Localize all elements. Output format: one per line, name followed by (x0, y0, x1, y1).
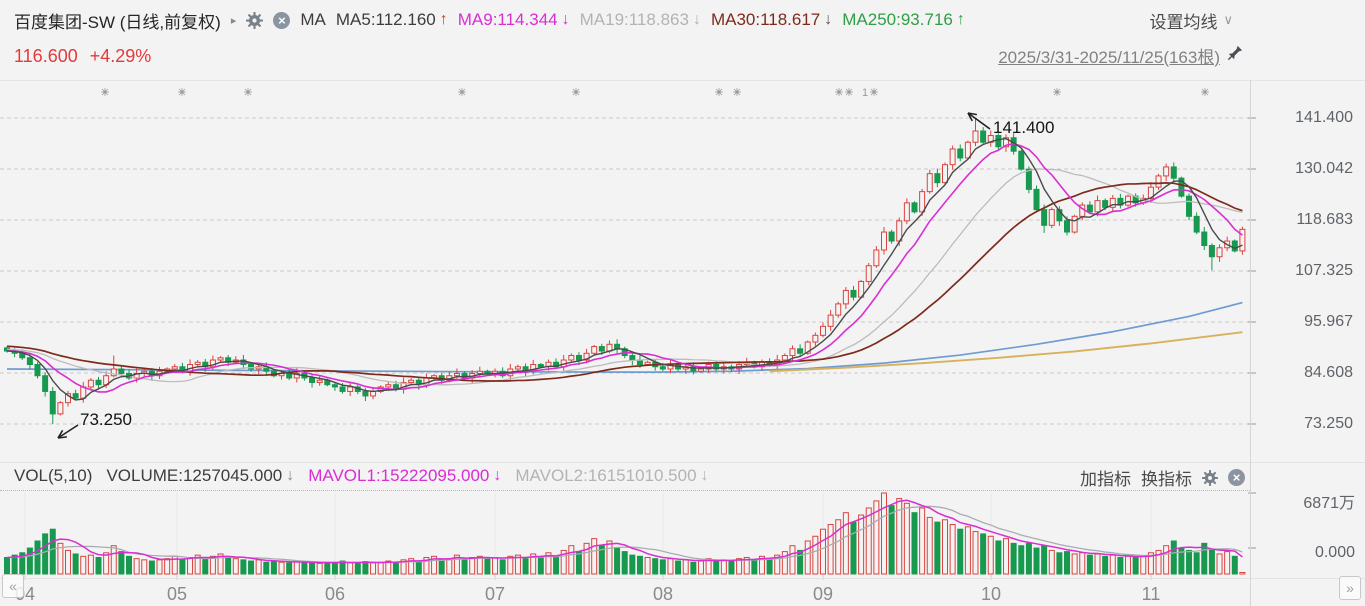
y-axis-label: 84.608 (1304, 364, 1353, 381)
x-axis-month-label: 06 (324, 584, 346, 604)
symbol-title[interactable]: 百度集团-SW (日线,前复权) (14, 12, 221, 32)
vol-axis-max-label: 6871万 (1303, 495, 1355, 512)
y-axis-label: 95.967 (1304, 313, 1353, 330)
mavol1-value: MAVOL1:15222095.000 (308, 466, 490, 485)
ma9-value: MA9:114.344 (457, 10, 558, 29)
last-price: 116.600 (14, 46, 78, 66)
header-divider (0, 80, 1365, 81)
x-axis-month-label: 11 (1141, 584, 1161, 604)
mavol2-trend-arrow-icon: ↓ (700, 467, 709, 484)
ma19-trend-arrow-icon: ↓ (692, 11, 701, 28)
ma5-value: MA5:112.160 (335, 10, 436, 29)
y-axis-label: 130.042 (1295, 160, 1353, 177)
pane-divider (0, 462, 1365, 463)
scroll-right-button[interactable]: » (1339, 576, 1361, 600)
vol-indicator-label: VOL(5,10) (14, 466, 93, 485)
price-line: 116.600 +4.29% (14, 46, 151, 67)
mavol1-trend-arrow-icon: ↓ (493, 467, 502, 484)
mavol2-legend: MAVOL2:16151010.500 ↓ (515, 466, 708, 486)
title-caret-icon[interactable]: ▸ (230, 14, 237, 27)
date-range-row: 2025/3/31-2025/11/25(163根) (998, 43, 1243, 68)
volume-header: VOL(5,10) VOLUME:1257045.000 ↓ MAVOL1:15… (14, 466, 709, 486)
set-ma-lines-label: 设置均线 (1149, 12, 1218, 32)
axis-divider (0, 578, 1365, 579)
ma-prefix-label: MA (300, 10, 326, 29)
mavol1-legend: MAVOL1:15222095.000 ↓ (308, 466, 501, 486)
date-range-link[interactable]: 2025/3/31-2025/11/25(163根) (998, 48, 1220, 67)
y-axis-label: 141.400 (1295, 109, 1353, 126)
set-ma-lines-button[interactable]: 设置均线 ∨ (1149, 8, 1233, 33)
close-icon[interactable]: × (273, 11, 291, 29)
add-indicator-button[interactable]: 加指标 (1080, 470, 1131, 489)
y-axis-label: 73.250 (1304, 415, 1353, 432)
ma250-legend: MA250:93.716 ↑ (842, 10, 965, 30)
indicator-actions: 加指标 换指标 × (1080, 465, 1245, 490)
x-axis-month-label: 08 (652, 584, 674, 604)
scroll-left-button[interactable]: « (2, 574, 24, 598)
x-axis-month-label: 09 (812, 584, 834, 604)
low-annotation: 73.250 (80, 410, 132, 429)
ma30-value: MA30:118.617 (710, 10, 821, 29)
ma5-trend-arrow-icon: ↑ (439, 11, 448, 28)
volume-trend-arrow-icon: ↓ (286, 467, 295, 484)
ma30-legend: MA30:118.617 ↓ (711, 10, 832, 30)
pin-icon[interactable] (1227, 45, 1243, 66)
ma250-value: MA250:93.716 (842, 10, 953, 29)
svg-text:1: 1 (862, 87, 868, 99)
vol-grid-dotted-line (0, 490, 1250, 491)
ma9-trend-arrow-icon: ↓ (561, 11, 570, 28)
x-axis-month-label: 10 (980, 584, 1002, 604)
ma5-legend: MA5:112.160 ↑ (336, 10, 448, 30)
x-axis-month-label: 07 (484, 584, 506, 604)
y-axis-label: 107.325 (1295, 262, 1353, 279)
ma19-legend: MA19:118.863 ↓ (580, 10, 701, 30)
ma250-trend-arrow-icon: ↑ (956, 11, 965, 28)
volume-value: VOLUME:1257045.000 (106, 466, 283, 485)
volume-legend: VOLUME:1257045.000 ↓ (106, 466, 294, 486)
ma19-value: MA19:118.863 (579, 10, 689, 29)
ma30-trend-arrow-icon: ↓ (824, 11, 833, 28)
y-axis-label: 118.683 (1296, 211, 1353, 228)
price-axis-border (1250, 80, 1251, 606)
switch-indicator-button[interactable]: 换指标 (1141, 470, 1192, 489)
ma9-legend: MA9:114.344 ↓ (458, 10, 570, 30)
gear-icon[interactable] (246, 11, 264, 29)
mavol2-value: MAVOL2:16151010.500 (515, 466, 697, 485)
chevron-down-icon: ∨ (1223, 12, 1233, 27)
vol-axis-zero-label: 0.000 (1314, 544, 1355, 561)
change-percent: +4.29% (89, 46, 152, 66)
vol-close-icon[interactable]: × (1228, 469, 1245, 486)
high-annotation: 141.400 (993, 118, 1055, 137)
x-axis-month-label: 05 (166, 584, 188, 604)
vol-gear-icon[interactable] (1202, 469, 1218, 486)
chart-header: 百度集团-SW (日线,前复权) ▸ × MA MA5:112.160 ↑ MA… (14, 8, 1351, 32)
